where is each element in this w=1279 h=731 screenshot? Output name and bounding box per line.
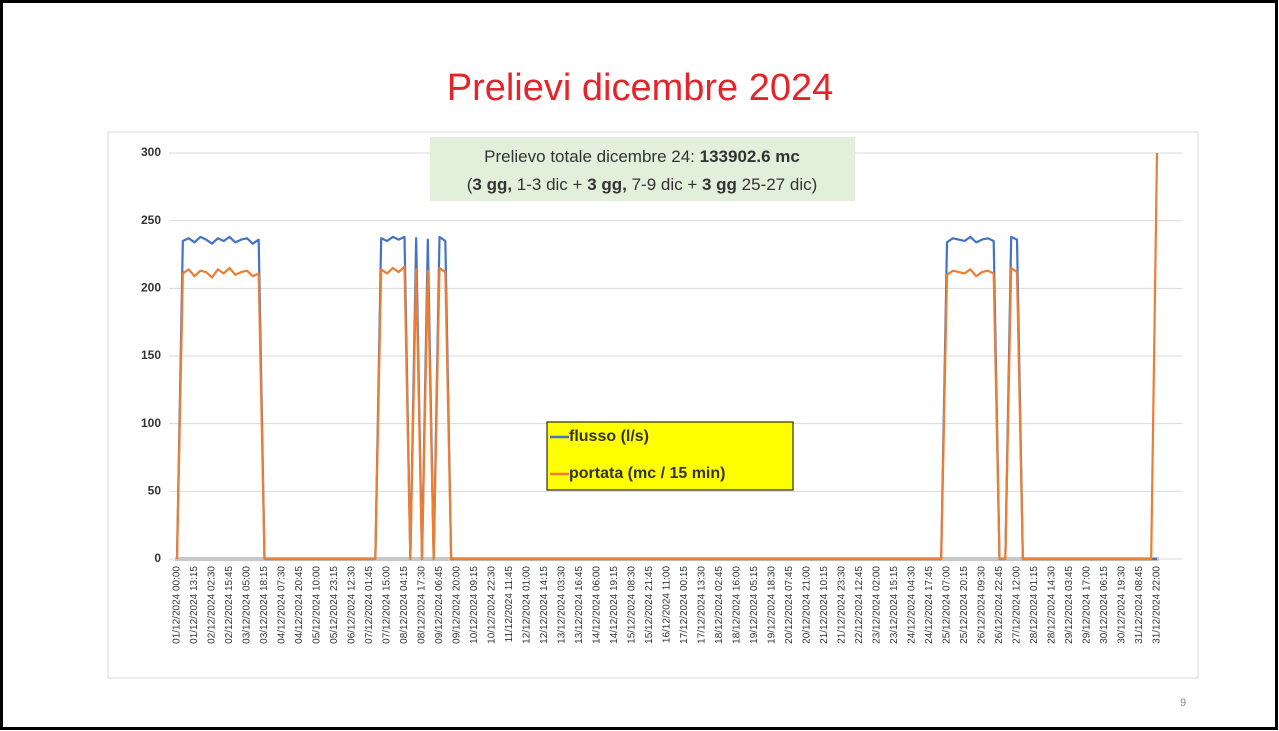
x-tick-label: 27/12/2024 12:00 [1012, 566, 1023, 644]
x-tick-label: 24/12/2024 04:30 [907, 566, 918, 644]
y-tick-label: 100 [141, 416, 161, 430]
x-tick-label: 11/12/2024 11:45 [504, 566, 515, 643]
x-tick-label: 21/12/2024 10:15 [819, 566, 830, 644]
x-tick-label: 23/12/2024 15:15 [889, 566, 900, 644]
page-number: 9 [1180, 697, 1186, 709]
x-tick-label: 13/12/2024 16:45 [574, 566, 585, 644]
x-tick-label: 12/12/2024 14:15 [539, 566, 550, 644]
x-tick-label: 31/12/2024 08:45 [1134, 566, 1145, 644]
legend-label: flusso (l/s) [569, 428, 649, 445]
x-tick-label: 15/12/2024 21:45 [644, 566, 655, 644]
y-tick-label: 0 [154, 551, 161, 565]
x-tick-label: 17/12/2024 13:30 [697, 566, 708, 644]
x-tick-label: 08/12/2024 17:30 [417, 566, 428, 644]
x-tick-label: 10/12/2024 22:30 [487, 566, 498, 644]
annotation-segment: 25-27 dic) [737, 175, 817, 194]
x-tick-label: 08/12/2024 04:15 [399, 566, 410, 644]
x-tick-label: 22/12/2024 12:45 [854, 566, 865, 644]
y-tick-label: 150 [141, 348, 161, 362]
x-tick-label: 23/12/2024 02:00 [872, 566, 883, 644]
x-tick-label: 18/12/2024 02:45 [714, 566, 725, 644]
annotation-segment: Prelievo totale dicembre 24: [484, 147, 699, 166]
x-tick-label: 09/12/2024 06:45 [434, 566, 445, 644]
x-tick-label: 30/12/2024 19:30 [1117, 566, 1128, 644]
y-tick-label: 250 [141, 213, 161, 227]
x-tick-label: 03/12/2024 05:00 [242, 566, 253, 644]
x-tick-label: 20/12/2024 07:45 [784, 566, 795, 644]
y-tick-label: 200 [141, 281, 161, 295]
x-tick-label: 29/12/2024 03:45 [1064, 566, 1075, 644]
annotation-segment: 1-3 dic + [512, 175, 587, 194]
chart-area [107, 131, 1199, 679]
x-tick-label: 21/12/2024 23:30 [837, 566, 848, 644]
x-tick-label: 17/12/2024 00:15 [679, 566, 690, 644]
x-tick-label: 19/12/2024 18:30 [767, 566, 778, 644]
legend-label: portata (mc / 15 min) [569, 465, 725, 482]
y-tick-label: 300 [141, 145, 161, 159]
annotation-segment: 7-9 dic + [627, 175, 702, 194]
y-tick-label: 50 [148, 484, 162, 498]
x-tick-label: 01/12/2024 00:00 [172, 566, 183, 644]
x-tick-label: 31/12/2024 22:00 [1152, 566, 1163, 644]
annotation-text: Prelievo totale dicembre 24: 133902.6 mc [484, 147, 800, 166]
x-tick-label: 25/12/2024 07:00 [942, 566, 953, 644]
x-tick-label: 26/12/2024 22:45 [994, 566, 1005, 644]
x-tick-label: 01/12/2024 13:15 [189, 566, 200, 644]
annotation-segment: ( [467, 175, 473, 194]
x-tick-label: 09/12/2024 20:00 [452, 566, 463, 644]
x-tick-label: 24/12/2024 17:45 [924, 566, 935, 644]
annotation-box [430, 137, 855, 201]
x-tick-label: 20/12/2024 21:00 [802, 566, 813, 644]
x-tick-label: 07/12/2024 15:00 [382, 566, 393, 644]
x-tick-label: 25/12/2024 20:15 [959, 566, 970, 644]
x-tick-label: 05/12/2024 23:15 [329, 566, 340, 644]
x-tick-label: 12/12/2024 01:00 [522, 566, 533, 644]
x-tick-label: 15/12/2024 08:30 [627, 566, 638, 644]
x-tick-label: 04/12/2024 07:30 [277, 566, 288, 644]
x-tick-label: 19/12/2024 05:15 [749, 566, 760, 644]
x-tick-label: 18/12/2024 16:00 [732, 566, 743, 644]
x-tick-label: 14/12/2024 06:00 [592, 566, 603, 644]
x-tick-label: 28/12/2024 14:30 [1047, 566, 1058, 644]
x-tick-label: 26/12/2024 09:30 [977, 566, 988, 644]
annotation-segment: 3 gg, [587, 175, 627, 194]
x-tick-label: 28/12/2024 01:15 [1029, 566, 1040, 644]
x-tick-label: 05/12/2024 10:00 [312, 566, 323, 644]
series-line [175, 152, 1159, 561]
x-tick-label: 16/12/2024 11:00 [662, 566, 673, 644]
x-tick-label: 03/12/2024 18:15 [259, 566, 270, 644]
x-tick-label: 29/12/2024 17:00 [1082, 566, 1093, 644]
x-tick-label: 02/12/2024 15:45 [224, 566, 235, 644]
x-tick-label: 06/12/2024 12:30 [347, 566, 358, 644]
x-tick-label: 14/12/2024 19:15 [609, 566, 620, 644]
annotation-segment: 3 gg, [472, 175, 512, 194]
annotation-text: (3 gg, 1-3 dic + 3 gg, 7-9 dic + 3 gg 25… [467, 175, 818, 194]
slide-title: Prelievi dicembre 2024 [447, 67, 834, 109]
annotation-segment: 3 gg [702, 175, 737, 194]
x-tick-label: 30/12/2024 06:15 [1099, 566, 1110, 644]
x-tick-label: 07/12/2024 01:45 [364, 566, 375, 644]
x-tick-label: 10/12/2024 09:15 [469, 566, 480, 644]
x-tick-label: 04/12/2024 20:45 [294, 566, 305, 644]
annotation-segment: 133902.6 mc [700, 147, 800, 166]
x-tick-label: 02/12/2024 02:30 [207, 566, 218, 644]
x-tick-label: 13/12/2024 03:30 [557, 566, 568, 644]
legend-box [546, 421, 794, 491]
